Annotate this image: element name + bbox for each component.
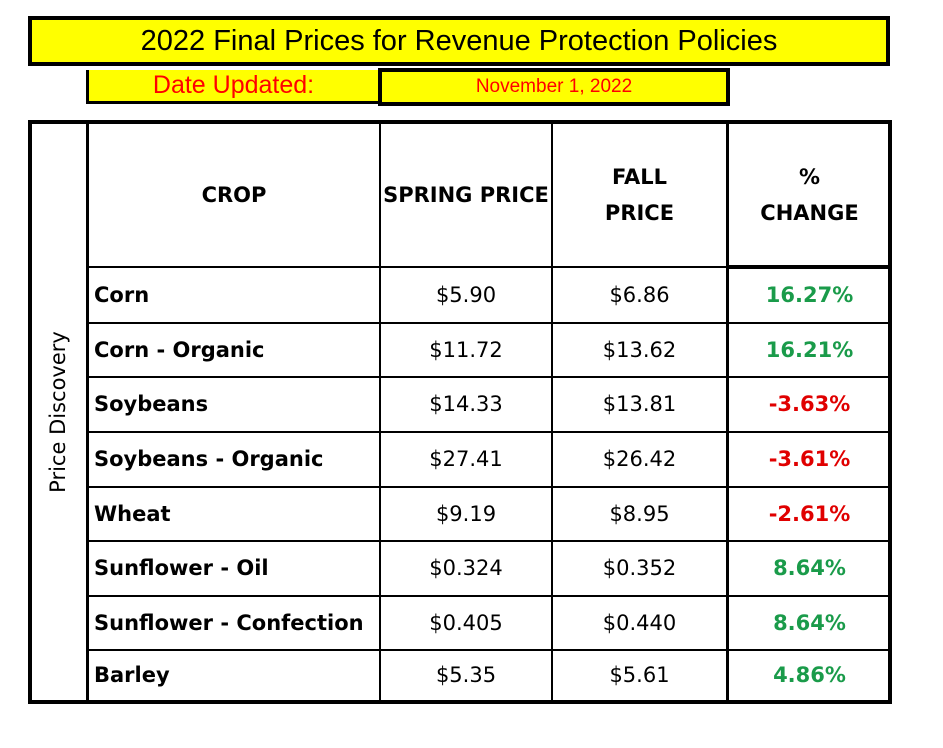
- side-label: Price Discovery: [30, 124, 86, 700]
- fall-price: $26.42: [602, 447, 677, 471]
- side-label-text: Price Discovery: [46, 331, 70, 493]
- row-divider: [86, 540, 890, 542]
- row-divider: [86, 322, 890, 324]
- fall-price: $0.440: [602, 610, 677, 635]
- crop-name: Corn - Organic: [94, 337, 265, 362]
- grid-line: [86, 124, 89, 700]
- crop-name: Sunflower - Oil: [94, 556, 269, 580]
- grid-line: [551, 124, 553, 700]
- header-crop-text: CROP: [201, 183, 267, 207]
- fall-price: $5.61: [609, 663, 670, 687]
- header-change-line2: CHANGE: [760, 201, 859, 225]
- percent-change: 8.64%: [773, 556, 846, 580]
- price-table: [28, 120, 892, 704]
- page-title: 2022 Final Prices for Revenue Protection…: [28, 16, 890, 66]
- fall-price: $0.352: [602, 556, 677, 580]
- header-fall-line2: PRICE: [604, 201, 675, 225]
- row-divider: [86, 376, 890, 378]
- grid-line: [379, 124, 381, 700]
- crop-name: Corn: [94, 283, 150, 307]
- fall-price: $6.86: [609, 283, 670, 307]
- crop-name: Soybeans: [94, 392, 209, 416]
- percent-change: -3.61%: [768, 447, 851, 471]
- spring-price: $0.324: [429, 556, 503, 580]
- header-change-line1: %: [798, 165, 821, 189]
- spring-price: $27.41: [429, 447, 503, 471]
- percent-change: -3.63%: [768, 392, 851, 416]
- row-divider: [86, 595, 890, 597]
- date-updated-label: Date Updated:: [86, 70, 378, 104]
- percent-change: -2.61%: [768, 501, 851, 526]
- crop-name: Sunflower - Confection: [94, 610, 364, 635]
- spring-price: $0.405: [429, 610, 503, 635]
- percent-change: 4.86%: [773, 663, 846, 687]
- row-divider: [86, 486, 890, 488]
- crop-name: Wheat: [94, 501, 171, 526]
- grid-line: [726, 124, 729, 700]
- row-divider: [86, 431, 890, 433]
- crop-name: Barley: [94, 663, 170, 687]
- spring-price: $5.90: [435, 283, 497, 307]
- percent-change: 8.64%: [773, 610, 846, 635]
- spring-price: $5.35: [435, 663, 497, 687]
- header-spring-price: SPRING PRICE: [381, 124, 551, 266]
- spring-price: $9.19: [435, 501, 497, 526]
- header-crop: CROP: [89, 124, 379, 266]
- fall-price: $13.81: [602, 392, 677, 416]
- header-percent-change: % CHANGE: [729, 124, 890, 266]
- percent-change: 16.21%: [765, 337, 854, 362]
- percent-change: 16.27%: [765, 283, 854, 307]
- crop-name: Soybeans - Organic: [94, 447, 324, 471]
- fall-price: $13.62: [602, 337, 677, 362]
- header-fall-price: FALL PRICE: [553, 124, 726, 266]
- fall-price: $8.95: [609, 501, 670, 526]
- date-updated-value: November 1, 2022: [378, 68, 730, 106]
- grid-line: [86, 266, 729, 268]
- header-spring-text: SPRING PRICE: [383, 183, 549, 207]
- spring-price: $11.72: [429, 337, 503, 362]
- row-divider: [86, 649, 890, 651]
- spring-price: $14.33: [429, 392, 503, 416]
- grid-line: [726, 265, 890, 269]
- header-fall-line1: FALL: [612, 165, 667, 189]
